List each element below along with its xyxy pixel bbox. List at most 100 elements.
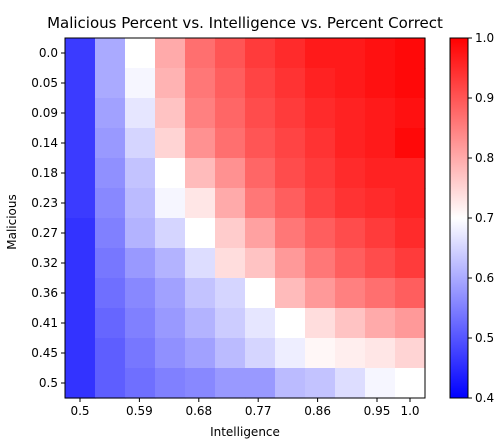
heatmap-cell: [95, 188, 126, 219]
y-axis-label: Malicious: [5, 194, 19, 250]
y-axis-ticks: 0.0 0.05 0.09 0.14 0.18 0.23 0.27 0.32 0.36 0.41 0…: [31, 46, 65, 390]
heatmap-cell: [335, 368, 366, 399]
heatmap-cell: [305, 218, 336, 249]
heatmap-cell: [65, 158, 96, 189]
heatmap-cell: [95, 248, 126, 279]
heatmap-cell: [95, 338, 126, 369]
heatmap-cell: [155, 308, 186, 339]
heatmap-cell: [395, 128, 426, 159]
heatmap-cell: [65, 68, 96, 99]
heatmap-cell: [125, 338, 156, 369]
heatmap-cell: [245, 158, 276, 189]
y-tick-label: 0.36: [31, 286, 58, 300]
heatmap-cell: [215, 248, 246, 279]
heatmap-cell: [155, 188, 186, 219]
heatmap-cell: [95, 218, 126, 249]
heatmap-cell: [95, 158, 126, 189]
heatmap-cell: [185, 218, 216, 249]
colorbar-tick-label: 0.5: [475, 331, 494, 345]
heatmap-cell: [275, 218, 306, 249]
x-tick-label: 0.59: [126, 404, 153, 418]
heatmap-cell: [365, 338, 396, 369]
heatmap-cell: [395, 308, 426, 339]
heatmap-cell: [365, 68, 396, 99]
heatmap-cell: [215, 218, 246, 249]
heatmap-cell: [275, 158, 306, 189]
heatmap-cell: [155, 248, 186, 279]
plot-frame: [64, 37, 426, 399]
x-tick-label: 0.5: [70, 404, 89, 418]
heatmap-cell: [305, 188, 336, 219]
heatmap-cell: [245, 38, 276, 69]
colorbar-tick-label: 0.8: [475, 151, 494, 165]
heatmap-cell: [185, 128, 216, 159]
heatmap-cell: [365, 278, 396, 309]
y-tick-label: 0.09: [31, 106, 58, 120]
heatmap-cell: [365, 308, 396, 339]
heatmap-cell: [275, 38, 306, 69]
heatmap-cell: [155, 278, 186, 309]
heatmap-cell: [335, 278, 366, 309]
heatmap-cell: [395, 98, 426, 129]
heatmap-cell: [95, 308, 126, 339]
heatmap-cell: [245, 68, 276, 99]
heatmap-cell: [215, 68, 246, 99]
heatmap-cell: [245, 338, 276, 369]
heatmap-cell: [95, 128, 126, 159]
heatmap-cell: [185, 248, 216, 279]
colorbar-tick-label: 0.7: [475, 211, 494, 225]
heatmap-cell: [245, 248, 276, 279]
heatmap-cell: [65, 128, 96, 159]
heatmap-cell: [305, 338, 336, 369]
heatmap-cell: [95, 68, 126, 99]
heatmap-cell: [155, 338, 186, 369]
y-tick-label: 0.23: [31, 196, 58, 210]
heatmap-cell: [275, 188, 306, 219]
heatmap-cell: [335, 188, 366, 219]
heatmap-cell: [155, 98, 186, 129]
heatmap-cell: [275, 98, 306, 129]
heatmap-cell: [245, 368, 276, 399]
heatmap-cell: [245, 218, 276, 249]
heatmap-cell: [215, 128, 246, 159]
y-tick-label: 0.41: [31, 316, 58, 330]
y-tick-label: 0.14: [31, 136, 58, 150]
heatmap-cell: [395, 38, 426, 69]
heatmap-cell: [395, 218, 426, 249]
heatmap-cell: [185, 278, 216, 309]
heatmap-cell: [245, 188, 276, 219]
heatmap-cell: [185, 308, 216, 339]
x-axis-ticks: 0.5 0.59 0.68 0.77 0.86 0.95 1.0: [70, 398, 420, 418]
heatmap-cell: [185, 338, 216, 369]
heatmap-cell: [245, 128, 276, 159]
y-tick-label: 0.27: [31, 226, 58, 240]
heatmap-cell: [125, 218, 156, 249]
heatmap-cell: [335, 68, 366, 99]
heatmap-cell: [275, 338, 306, 369]
heatmap-cell: [215, 38, 246, 69]
heatmap-cell: [395, 368, 426, 399]
heatmap-cell: [335, 308, 366, 339]
heatmap-cell: [275, 308, 306, 339]
heatmap-cells: [65, 38, 426, 399]
colorbar-tick-label: 0.4: [475, 391, 494, 405]
heatmap-cell: [245, 308, 276, 339]
heatmap-cell: [65, 338, 96, 369]
heatmap-cell: [95, 38, 126, 69]
colorbar-tick-label: 0.9: [475, 91, 494, 105]
heatmap-cell: [185, 188, 216, 219]
heatmap-cell: [155, 218, 186, 249]
heatmap-cell: [95, 98, 126, 129]
heatmap-cell: [125, 158, 156, 189]
heatmap-cell: [125, 98, 156, 129]
heatmap-cell: [185, 368, 216, 399]
y-tick-label: 0.0: [39, 46, 58, 60]
heatmap-cell: [275, 278, 306, 309]
heatmap-cell: [125, 128, 156, 159]
heatmap-cell: [365, 218, 396, 249]
heatmap-cell: [65, 368, 96, 399]
heatmap-cell: [275, 128, 306, 159]
x-tick-label: 0.68: [185, 404, 212, 418]
heatmap-cell: [335, 158, 366, 189]
